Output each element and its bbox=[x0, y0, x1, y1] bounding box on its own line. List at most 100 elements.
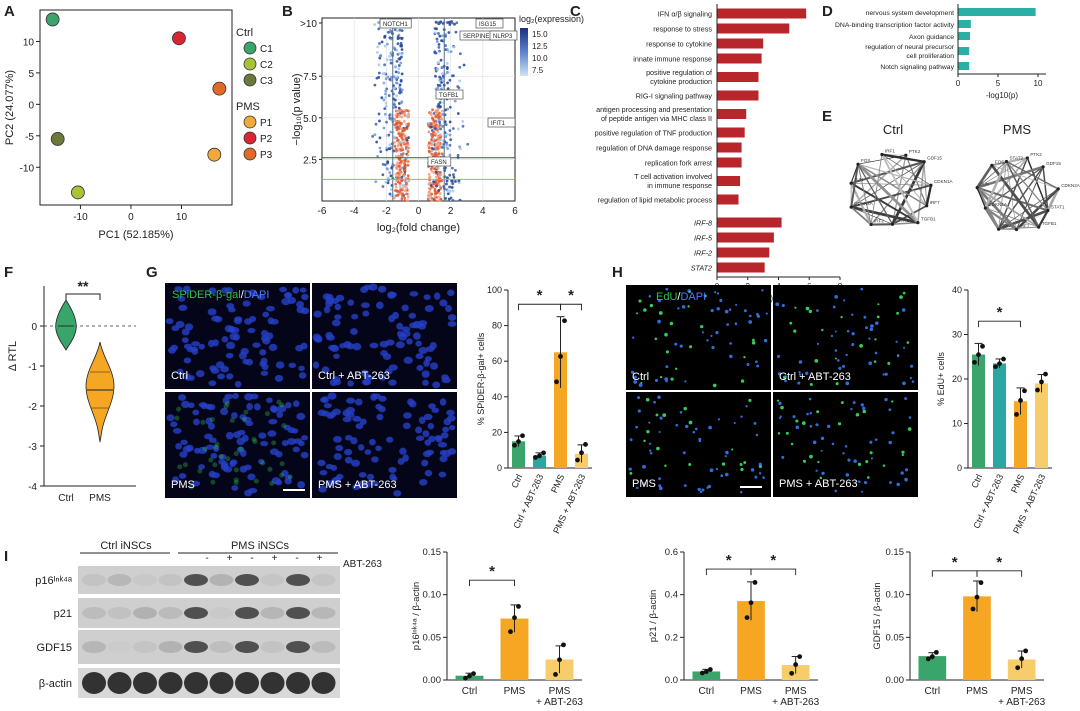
volcano-point bbox=[430, 116, 434, 120]
nucleus bbox=[260, 440, 269, 447]
volcano-point bbox=[400, 197, 404, 201]
nucleus bbox=[637, 396, 641, 400]
nucleus bbox=[267, 430, 277, 437]
volcano-point bbox=[393, 141, 396, 144]
network-edge bbox=[857, 163, 919, 224]
stain-label: SPiDER-β-gal/DAPI bbox=[172, 289, 269, 301]
volcano-point bbox=[434, 175, 438, 179]
volcano-point bbox=[394, 70, 398, 74]
volcano-point bbox=[375, 76, 379, 80]
volcano-point bbox=[399, 143, 403, 147]
stain-label: EdU/DAPI bbox=[656, 291, 706, 303]
nucleus bbox=[851, 342, 855, 347]
volcano-point bbox=[434, 153, 438, 156]
volcano-point bbox=[383, 163, 387, 167]
volcano-point bbox=[437, 141, 441, 145]
nucleus bbox=[679, 410, 683, 414]
nucleus bbox=[276, 411, 284, 418]
nucleus bbox=[210, 452, 218, 459]
legend-label: C3 bbox=[260, 76, 273, 87]
nucleus bbox=[820, 449, 823, 452]
panel-f-violin: 0 -1 -2 -3 -4 Δ RTL ** Ctrl PMS bbox=[7, 278, 136, 504]
stain-label-separator: / bbox=[241, 289, 245, 301]
go-term-bar bbox=[717, 194, 739, 205]
x-axis-label: log₂(fold change) bbox=[377, 222, 460, 234]
nucleus bbox=[821, 328, 824, 332]
network-node bbox=[880, 152, 884, 157]
go-term-bar bbox=[717, 90, 759, 101]
go-term-label: STAT2 bbox=[691, 264, 712, 273]
network-edge bbox=[1006, 160, 1059, 190]
volcano-point bbox=[434, 51, 438, 55]
data-point bbox=[1019, 656, 1025, 662]
volcano-point bbox=[447, 31, 451, 34]
nucleus bbox=[648, 442, 652, 445]
nucleus bbox=[215, 361, 225, 369]
go-term-bar bbox=[717, 142, 742, 153]
nucleus bbox=[669, 321, 674, 326]
volcano-point bbox=[433, 27, 437, 30]
volcano-point bbox=[436, 61, 440, 65]
volcano-point bbox=[436, 83, 440, 87]
volcano-point bbox=[437, 115, 441, 119]
blot-band bbox=[133, 607, 157, 619]
blot-band bbox=[260, 574, 285, 586]
nucleus bbox=[868, 337, 871, 340]
volcano-point bbox=[439, 173, 443, 177]
y-tick-label: 5 bbox=[28, 69, 34, 80]
senescence-signal bbox=[260, 460, 266, 466]
significance-marker: * bbox=[997, 304, 1003, 321]
volcano-point bbox=[436, 130, 440, 134]
volcano-point bbox=[395, 179, 399, 183]
network-node-label: IRF2 bbox=[1002, 223, 1012, 228]
nucleus bbox=[901, 308, 906, 312]
nucleus bbox=[218, 453, 227, 460]
nucleus bbox=[726, 323, 730, 327]
nucleus bbox=[845, 353, 848, 357]
gene-label: NLRP3 bbox=[493, 34, 513, 40]
nucleus bbox=[198, 343, 206, 350]
nucleus bbox=[237, 429, 246, 436]
nucleus bbox=[178, 472, 187, 479]
legend-swatch-c3 bbox=[243, 73, 257, 87]
nucleus bbox=[242, 434, 249, 443]
nucleus bbox=[684, 424, 689, 429]
nucleus bbox=[275, 361, 285, 369]
x-tick-label: 0 bbox=[956, 79, 961, 88]
senescence-signal bbox=[233, 467, 239, 473]
volcano-point bbox=[395, 167, 399, 170]
senescence-signal bbox=[269, 480, 275, 486]
go-term-label: of peptide antigen via MHC class II bbox=[601, 114, 712, 123]
nucleus bbox=[746, 363, 750, 366]
senescence-signal bbox=[202, 446, 208, 452]
nucleus bbox=[876, 315, 880, 319]
micrograph-label: PMS bbox=[632, 478, 656, 490]
volcano-point bbox=[405, 192, 408, 196]
volcano-point bbox=[405, 109, 408, 112]
volcano-point bbox=[448, 129, 452, 132]
volcano-point bbox=[394, 77, 398, 80]
x-tick-label: 10 bbox=[176, 212, 188, 223]
volcano-point bbox=[436, 146, 439, 150]
network-edge bbox=[1042, 166, 1049, 211]
nucleus bbox=[841, 364, 846, 368]
network-edge bbox=[881, 153, 925, 163]
nucleus bbox=[752, 338, 755, 342]
x-category-label: PMS bbox=[549, 686, 571, 697]
network-node-label: FOS bbox=[861, 158, 870, 163]
nucleus bbox=[239, 465, 248, 473]
nucleus bbox=[233, 333, 240, 341]
nucleus bbox=[191, 341, 201, 347]
nucleus bbox=[301, 435, 309, 441]
volcano-point bbox=[398, 165, 401, 169]
volcano-point bbox=[406, 174, 410, 178]
nucleus bbox=[845, 473, 850, 477]
network-edge bbox=[976, 161, 1007, 188]
network-node-label: PTK2 bbox=[909, 149, 921, 154]
nucleus bbox=[780, 405, 784, 410]
nucleus bbox=[242, 300, 251, 307]
nucleus bbox=[724, 472, 729, 477]
nucleus bbox=[665, 365, 669, 369]
nucleus bbox=[376, 413, 384, 421]
nucleus bbox=[688, 290, 691, 293]
